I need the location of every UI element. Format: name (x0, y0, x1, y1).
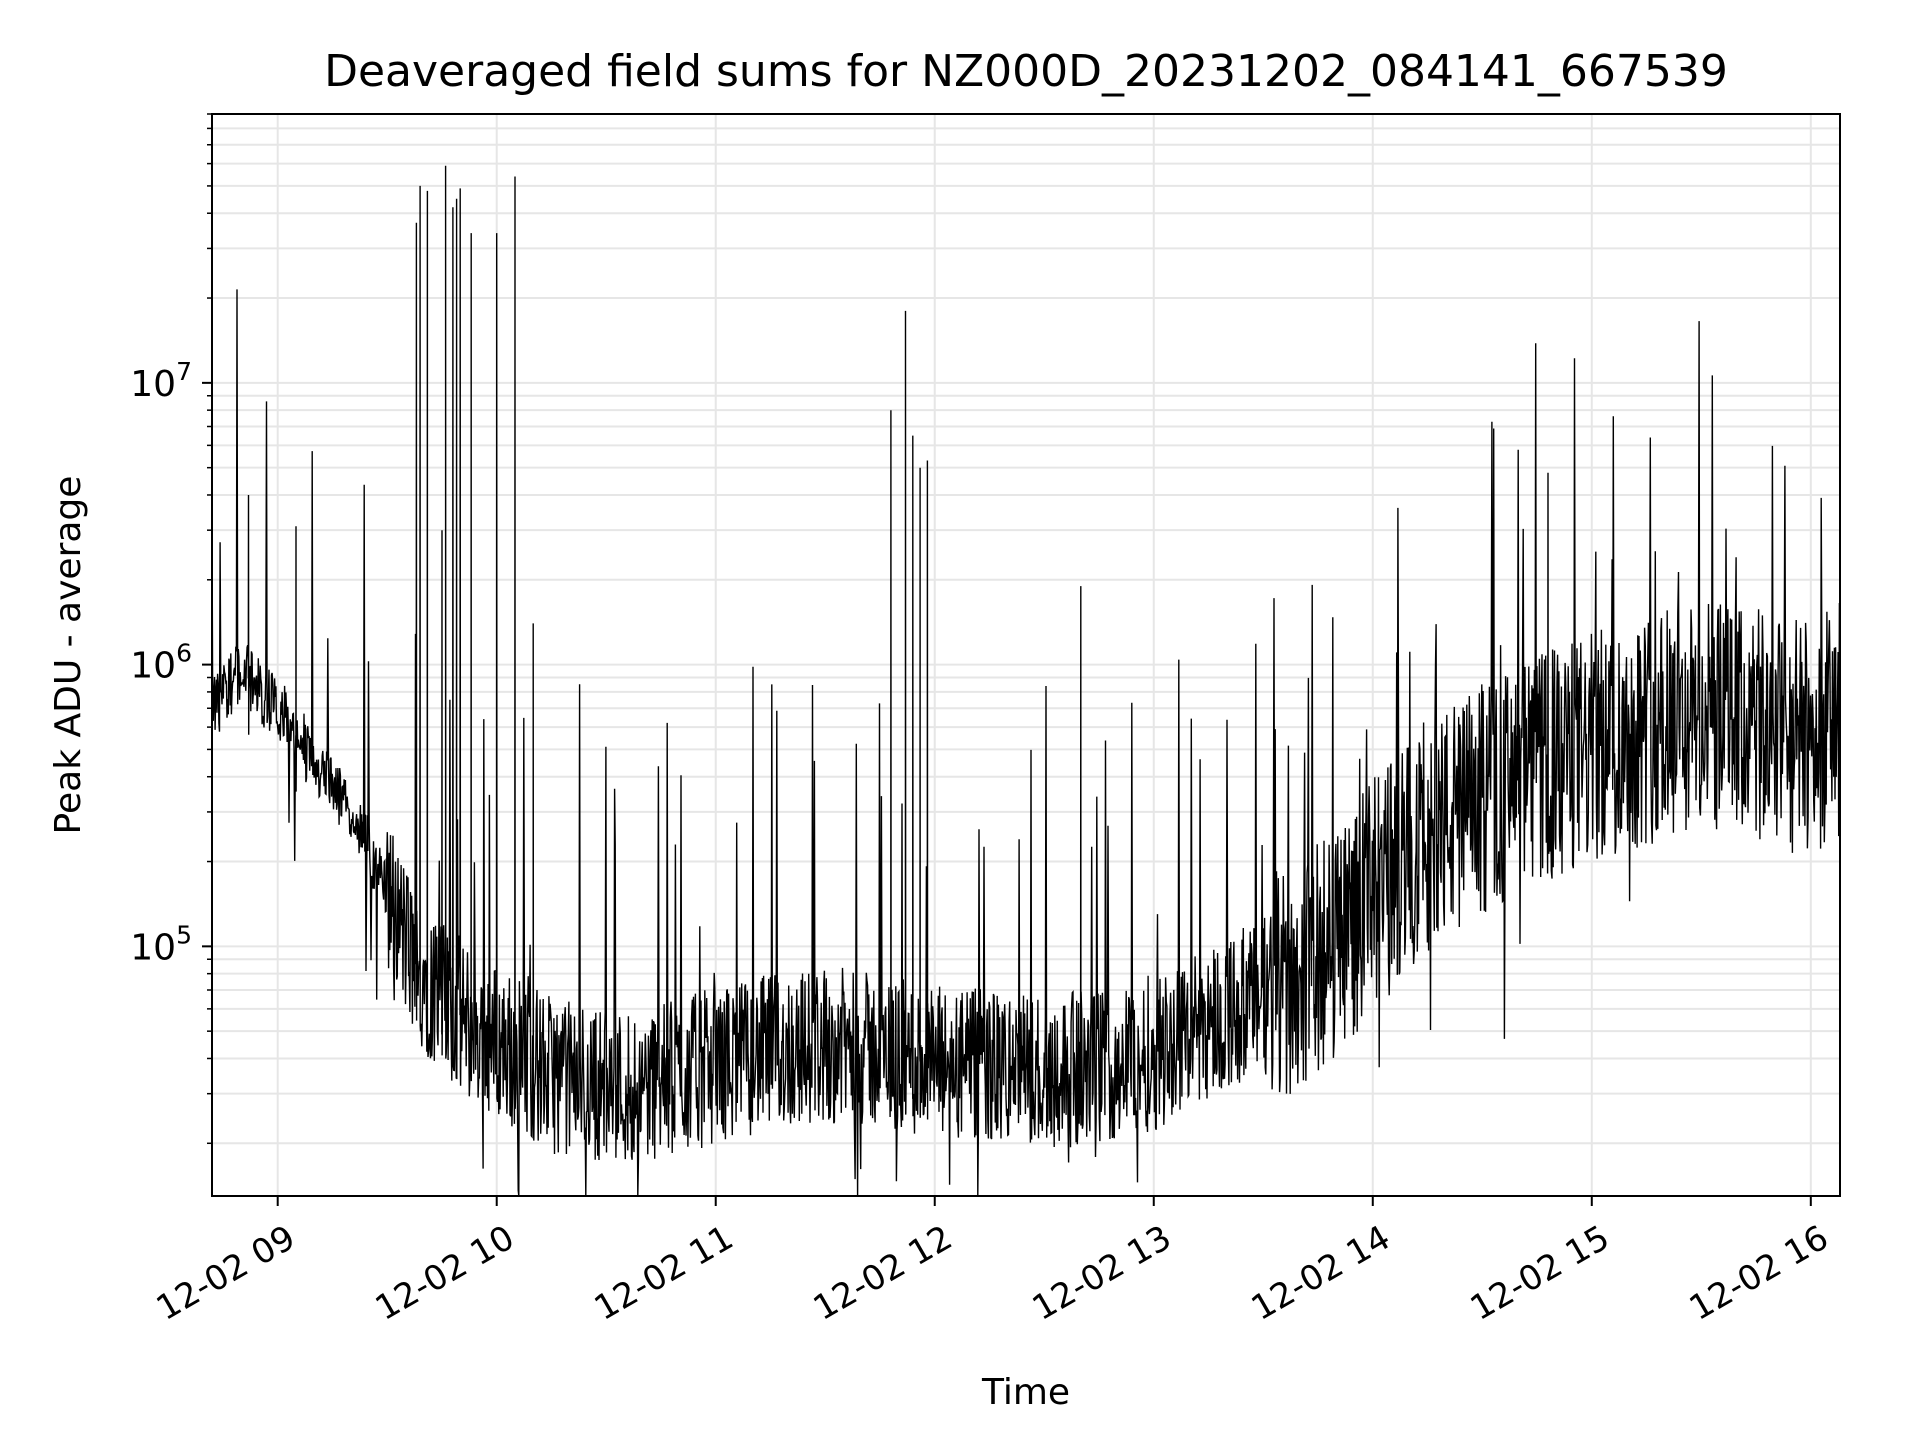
y-axis-label: Peak ADU - average (48, 476, 89, 835)
x-axis-label: Time (981, 1372, 1070, 1413)
x-tick-label: 12-02 11 (588, 1218, 740, 1329)
y-tick-base: 10 (130, 927, 176, 968)
plot-frame (211, 113, 1841, 1197)
y-tick-label: 105 (130, 920, 192, 968)
series-line (212, 165, 1840, 1196)
y-tick-label: 106 (130, 639, 192, 687)
x-tick-label: 12-02 13 (1026, 1218, 1178, 1329)
x-tick-label: 12-02 15 (1464, 1218, 1616, 1329)
y-tick-base: 10 (130, 364, 176, 405)
chart-title: Deaveraged field sums for NZ000D_2023120… (324, 46, 1728, 97)
x-tick-label: 12-02 12 (807, 1218, 959, 1329)
x-tick-label: 12-02 09 (150, 1218, 302, 1329)
series-layer (212, 165, 1840, 1196)
y-tick-label: 107 (130, 357, 192, 405)
y-tick-exponent: 6 (176, 639, 192, 668)
y-tick-exponent: 7 (176, 357, 192, 386)
y-tick-exponent: 5 (176, 920, 192, 949)
x-tick-label: 12-02 10 (369, 1218, 521, 1329)
x-tick-label: 12-02 14 (1245, 1218, 1397, 1329)
y-tick-base: 10 (130, 646, 176, 687)
x-tick-label: 12-02 16 (1683, 1218, 1835, 1329)
